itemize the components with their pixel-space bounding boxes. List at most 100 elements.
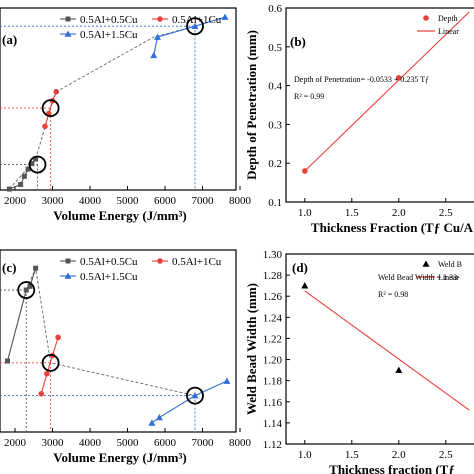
data-point (44, 370, 50, 377)
fit-equation: Depth of Penetration= -0.0533 + 0.235 Tƒ (294, 75, 429, 84)
x-tick-label: 1.0 (298, 449, 312, 461)
y-tick-label: 0.2 (268, 158, 282, 170)
x-tick-label: 2.0 (392, 449, 406, 461)
data-point (302, 168, 308, 174)
x-tick-label: 2.0 (392, 207, 406, 219)
y-tick-label: 1.12 (263, 439, 282, 451)
x-tick-label: 6000 (154, 437, 177, 449)
y-axis-label: Weld Bead Width (mm) (244, 283, 259, 415)
data-point (191, 392, 199, 399)
x-tick-label: 4000 (79, 437, 102, 449)
panel-label: (a) (2, 32, 17, 47)
legend-marker (157, 258, 163, 264)
y-tick-label: 0.4 (268, 81, 282, 93)
y-tick-label: 0.1 (268, 197, 282, 209)
y-tick-label: 0.5 (268, 42, 282, 54)
y-tick-label: 1.30 (263, 249, 283, 261)
y-tick-label: 1.28 (263, 270, 283, 282)
legend-label: 0.5Al+1Cu (172, 14, 222, 26)
x-tick-label: 1.0 (298, 207, 312, 219)
data-point (25, 166, 31, 172)
data-point (155, 413, 163, 421)
highlight-circle (186, 17, 204, 36)
x-tick-label: 5000 (117, 437, 140, 449)
data-point (395, 366, 403, 373)
legend-marker (157, 16, 163, 22)
fit-line (304, 11, 470, 172)
legend-marker (65, 16, 71, 22)
panel-b: 1.0 1.5 2.0 2.5 0.1 0.2 0.3 0.4 0.5 0.6 Thickness … (244, 3, 474, 235)
data-point (53, 88, 60, 95)
x-tick-label: 2000 (4, 195, 27, 207)
data-point (27, 283, 33, 289)
legend-label: Linear (438, 27, 459, 36)
legend-label: Linear (438, 273, 459, 282)
data-point (223, 377, 231, 384)
data-point (33, 265, 39, 271)
legend-label: 0.5Al+0.5Cu (80, 14, 138, 26)
connector-line (7, 266, 196, 397)
x-tick-label: 6000 (154, 195, 177, 207)
y-tick-label: 1.22 (263, 333, 282, 345)
data-point (6, 186, 12, 192)
x-tick-label: 8000 (229, 195, 252, 207)
data-point (18, 182, 24, 188)
data-point (38, 390, 45, 397)
legend-label: 0.5Al+0.5Cu (80, 256, 138, 268)
x-tick-label: 8000 (229, 437, 252, 449)
x-tick-label: 7000 (192, 437, 215, 449)
fit-line (304, 290, 470, 411)
highlight-circle (186, 386, 204, 405)
data-point (221, 13, 229, 20)
panel-d: 1.0 1.5 2.0 2.5 1.12 1.14 1.16 1.18 1.20 1.22 1.24… (244, 249, 474, 474)
x-tick-label: 1.5 (345, 449, 359, 461)
legend-marker (423, 15, 429, 21)
panel-a: 2000 3000 4000 5000 6000 7000 8000 Volume Energ… (0, 7, 252, 223)
series-line (6, 268, 37, 362)
x-tick-label: 2.5 (439, 449, 453, 461)
legend-label: Depth (438, 14, 458, 23)
legend-marker (64, 30, 72, 37)
panel-label: (d) (292, 260, 308, 275)
x-axis-label: Thickness fraction (Tƒ (329, 462, 455, 474)
legend-label: 0.5Al+1.5Cu (80, 29, 138, 41)
series-line (151, 380, 228, 424)
fit-r2: R² = 0.98 (378, 290, 408, 299)
x-tick-label: 2000 (4, 437, 27, 449)
highlight-circle (41, 99, 60, 117)
y-tick-label: 1.24 (263, 312, 283, 324)
legend-marker (422, 260, 430, 267)
panel-label: (c) (2, 260, 16, 275)
y-axis-label: Depth of Penetration (mm) (244, 30, 259, 180)
highlight-circle (17, 281, 36, 299)
legend-label: Weld B (438, 260, 462, 269)
y-tick-label: 1.14 (263, 418, 283, 430)
series-line (153, 16, 226, 56)
data-point (148, 419, 156, 426)
series-line (44, 91, 57, 127)
data-point (154, 33, 161, 40)
panel-label: (b) (290, 34, 306, 49)
data-point (5, 358, 10, 364)
x-axis-label: Thickness Fraction (Tƒ Cu/A (311, 220, 474, 235)
data-point (29, 161, 35, 167)
highlight-circle (28, 155, 47, 174)
fit-equation: Weld Bead Width = 1.33- (378, 273, 460, 282)
x-axis-label: Volume Energy (J/mm³) (53, 208, 186, 223)
legend-label: 0.5Al+1.5Cu (80, 271, 138, 283)
data-point (191, 22, 199, 29)
y-tick-label: 1.20 (263, 355, 283, 367)
data-point (55, 334, 61, 341)
plot-frame (0, 249, 237, 433)
x-tick-label: 2.5 (439, 207, 453, 219)
plot-frame (285, 253, 474, 445)
x-tick-label: 5000 (117, 195, 140, 207)
legend-marker (64, 272, 72, 279)
plot-frame (285, 7, 474, 203)
legend-marker (65, 258, 71, 264)
legend-label: 0.5Al+1Cu (172, 256, 222, 268)
data-point (301, 282, 309, 289)
x-tick-label: 4000 (79, 195, 102, 207)
y-tick-label: 1.16 (263, 397, 283, 409)
